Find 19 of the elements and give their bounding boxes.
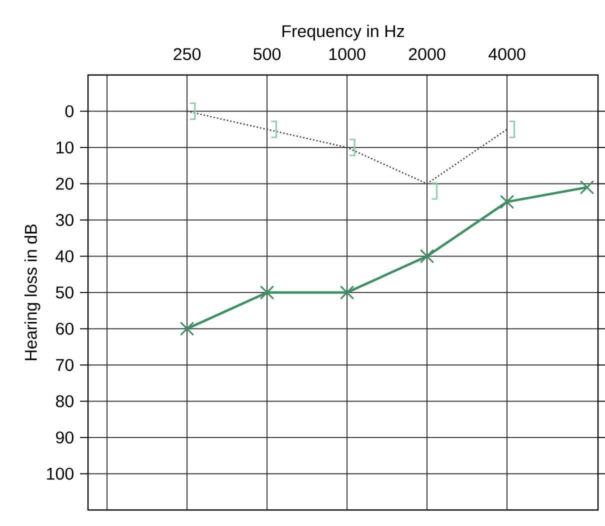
y-tick-label: 70 — [56, 358, 74, 372]
x-axis-title: Frequency in Hz — [282, 24, 404, 41]
y-tick-label: 80 — [56, 395, 74, 408]
x-tick-label: 4000 — [488, 48, 526, 60]
x-tick-label: 500 — [254, 48, 281, 60]
y-tick-label: 10 — [56, 141, 74, 154]
x-tick-label: 250 — [174, 48, 201, 60]
y-axis-title: Hearing loss in dB — [24, 224, 40, 360]
y-tick-label: 20 — [56, 178, 74, 190]
x-tick-label: 2000 — [408, 48, 446, 60]
line-series — [186, 110, 508, 184]
y-tick-label: 40 — [56, 250, 74, 262]
y-tick-label: 90 — [56, 431, 74, 444]
y-tick-label: 30 — [56, 214, 74, 226]
x-tick-label: 1000 — [329, 48, 366, 60]
y-tick-label: 100 — [47, 468, 74, 480]
y-tick-label: 60 — [56, 322, 74, 335]
y-tick-label: 50 — [56, 286, 74, 299]
y-tick-label: 0 — [65, 105, 74, 118]
